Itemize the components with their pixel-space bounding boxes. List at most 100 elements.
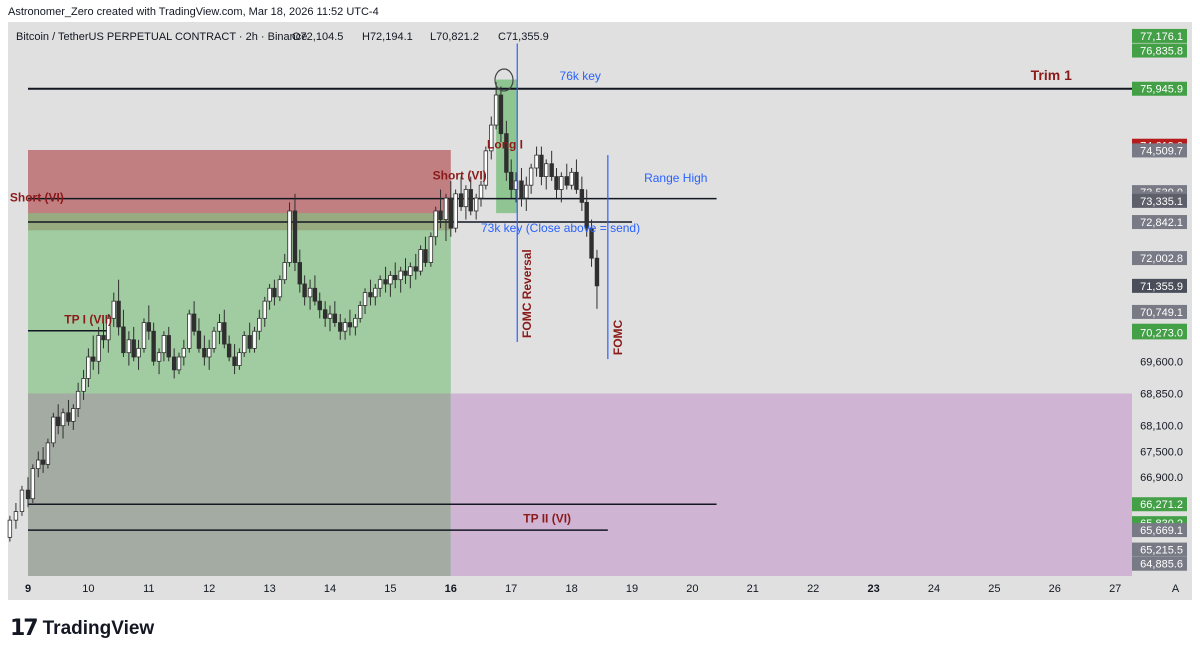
candles-layer xyxy=(7,82,600,542)
time-tick-label: 22 xyxy=(807,583,819,595)
candle-body xyxy=(489,124,494,152)
candle-body xyxy=(504,133,509,173)
candle-body xyxy=(549,163,554,178)
time-tick-label: 26 xyxy=(1049,583,1061,595)
candle-body xyxy=(202,347,207,358)
price-tick-label: 71,355.9 xyxy=(1140,281,1183,293)
candle-body xyxy=(96,335,101,362)
candle-body xyxy=(222,322,227,345)
candle-body xyxy=(282,262,287,281)
candle-body xyxy=(508,171,514,190)
annotation-label: TP I (VII) xyxy=(64,312,112,326)
candle-body xyxy=(19,489,25,512)
candle-body xyxy=(317,300,322,311)
candle-body xyxy=(534,154,539,169)
candle-body xyxy=(528,167,534,186)
candle-body xyxy=(398,270,403,281)
candle-body xyxy=(71,408,76,422)
price-tick-label: 65,669.1 xyxy=(1140,525,1183,537)
candle-body xyxy=(368,292,373,298)
annotation-label: Range High xyxy=(644,171,707,185)
time-axis[interactable] xyxy=(8,576,1192,600)
candle-body xyxy=(322,309,328,319)
price-tag xyxy=(1132,251,1187,266)
candle-body xyxy=(262,300,267,319)
candle-body xyxy=(176,356,182,371)
price-tick-label: 73,335.1 xyxy=(1140,196,1183,208)
candle-body xyxy=(242,335,247,354)
time-tick-label: 11 xyxy=(143,583,154,595)
candle-body xyxy=(56,416,61,427)
candle-body xyxy=(40,459,46,465)
annotation-label: 76k key xyxy=(560,69,601,83)
candle-body xyxy=(66,412,71,422)
candle-body xyxy=(584,201,589,229)
annotations-layer: 76k key Trim 1 Long I Short (VI) Short (VI) R… xyxy=(10,67,1072,525)
candle-body xyxy=(247,335,252,349)
price-tick-label: 65,215.5 xyxy=(1140,545,1183,557)
candle-body xyxy=(373,287,378,298)
candle-body xyxy=(428,236,434,263)
candle-body xyxy=(559,176,564,190)
candle-body xyxy=(312,287,318,302)
price-chart[interactable]: FOMC Reversal FOMC 76k key Trim 1 Long I Sho… xyxy=(0,22,1200,602)
zone-grey-zone xyxy=(28,393,451,576)
candle-body xyxy=(519,180,524,199)
time-tick-label: 24 xyxy=(928,583,940,595)
candle-body xyxy=(196,330,202,349)
time-tick-label: 10 xyxy=(82,583,94,595)
candle-body xyxy=(91,356,96,362)
candle-body xyxy=(418,249,423,272)
time-tick-label: 16 xyxy=(445,583,457,595)
fomc-marker-label: FOMC xyxy=(611,319,625,355)
candle-body xyxy=(544,163,549,178)
annotation-label: Trim 1 xyxy=(1031,67,1072,83)
candle-body xyxy=(226,343,232,358)
candle-body xyxy=(111,300,116,319)
candle-body xyxy=(292,210,298,263)
price-tick-label: 67,500.0 xyxy=(1140,446,1183,458)
brand-footer: 17 TradingView xyxy=(10,616,154,641)
time-tick-label: 23 xyxy=(867,583,879,595)
candle-body xyxy=(383,279,388,285)
time-tick-label: 21 xyxy=(747,583,759,595)
candle-body xyxy=(81,378,86,392)
ohlc-low: L70,821.2 xyxy=(430,31,479,43)
candle-body xyxy=(297,262,302,285)
zones-layer xyxy=(28,79,1132,576)
candle-body xyxy=(574,171,579,190)
candle-body xyxy=(30,468,36,500)
candle-body xyxy=(332,313,338,324)
candle-body xyxy=(136,347,141,358)
candle-body xyxy=(473,197,479,212)
candle-body xyxy=(131,339,136,358)
price-tag xyxy=(1132,215,1187,230)
candle-body xyxy=(594,257,600,287)
candle-body xyxy=(413,266,418,272)
price-tick-label: 66,271.2 xyxy=(1140,499,1183,511)
time-tick-label: 18 xyxy=(565,583,577,595)
price-tag xyxy=(1132,325,1187,340)
candle-body xyxy=(252,330,257,349)
candle-body xyxy=(478,184,484,199)
candle-body xyxy=(347,322,353,328)
candle-body xyxy=(101,335,106,341)
price-tag xyxy=(1132,278,1187,293)
annotation-label: Short (VI) xyxy=(433,169,487,183)
time-tick-label: 27 xyxy=(1109,583,1121,595)
price-tick-label: 72,842.1 xyxy=(1140,217,1183,229)
candle-body xyxy=(554,176,559,190)
price-tag xyxy=(1132,556,1187,571)
time-tick-label: 14 xyxy=(324,583,336,595)
price-tag xyxy=(1132,43,1187,58)
candle-body xyxy=(388,274,393,285)
chart-area[interactable]: FOMC Reversal FOMC 76k key Trim 1 Long I Sho… xyxy=(0,22,1200,602)
levels-layer xyxy=(28,87,1132,531)
candle-body xyxy=(36,459,41,470)
candle-body xyxy=(463,189,469,208)
candle-body xyxy=(126,339,132,354)
candle-body xyxy=(302,283,307,298)
candle-body xyxy=(453,193,458,229)
price-tick-label: 72,002.8 xyxy=(1140,253,1183,265)
candle-body xyxy=(403,270,408,276)
